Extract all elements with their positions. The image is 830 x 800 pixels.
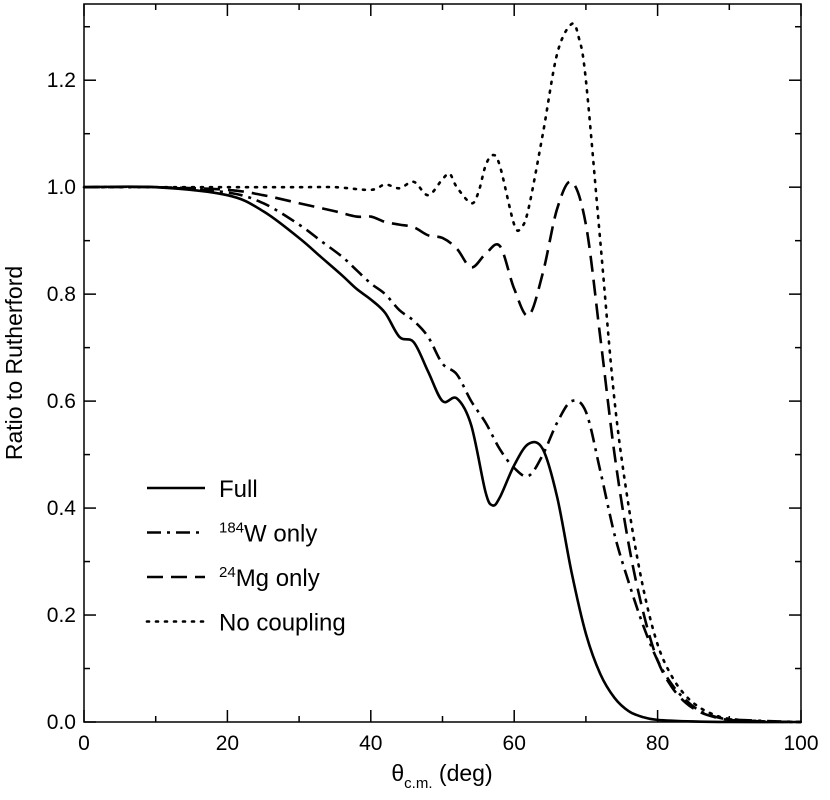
x-axis-title-unit: (deg) [433, 760, 493, 786]
x-axis-title: θc.m. (deg) [391, 760, 492, 792]
y-tick-label: 0.8 [47, 283, 76, 306]
x-tick-label: 100 [783, 732, 818, 755]
plot-frame [83, 3, 802, 723]
ticks [83, 4, 802, 723]
series-line-2 [83, 180, 802, 724]
y-tick-label: 0.0 [47, 711, 76, 734]
x-axis-title-subscript: c.m. [404, 775, 432, 792]
y-tick-label: 0.6 [47, 390, 76, 413]
y-tick-label: 1.2 [47, 69, 76, 92]
series-lines [82, 22, 803, 724]
x-tick-label: 80 [646, 732, 669, 755]
series-line-0 [83, 185, 802, 724]
legend: Full 184W only 24Mg only No coupling [145, 476, 346, 637]
y-axis-title: Ratio to Rutherford [1, 266, 27, 460]
x-tick-label: 40 [359, 732, 382, 755]
legend-label-3: No coupling [219, 610, 346, 637]
x-tick-label: 20 [216, 732, 239, 755]
tick-labels: 0 20 40 60 80 100 0.0 0.2 0.4 0.6 0.8 1.0 1.2 [47, 69, 819, 755]
legend-label-1: 184W only [219, 520, 317, 548]
legend-label-0: Full [219, 476, 258, 503]
series-line-3 [82, 22, 803, 724]
y-tick-label: 1.0 [47, 176, 76, 199]
series-line-1 [83, 185, 802, 724]
y-tick-label: 0.2 [47, 604, 76, 627]
legend-label-2: 24Mg only [219, 564, 320, 592]
x-tick-label: 60 [503, 732, 526, 755]
y-tick-label: 0.4 [47, 497, 77, 520]
x-tick-label: 0 [78, 732, 90, 755]
